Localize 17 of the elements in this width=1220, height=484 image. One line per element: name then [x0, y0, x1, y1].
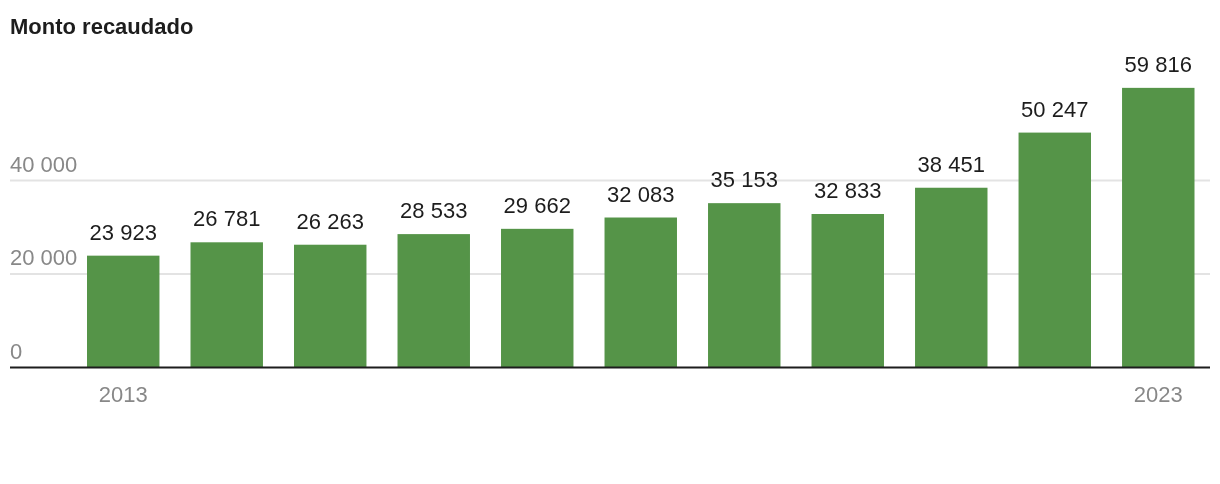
data-label: 29 662	[503, 192, 571, 218]
data-label: 59 816	[1124, 51, 1192, 77]
data-label: 32 833	[814, 178, 882, 204]
x-tick-label: 2013	[98, 382, 148, 407]
data-label: 26 781	[193, 206, 261, 232]
data-label: 38 451	[917, 151, 985, 177]
data-label: 28 533	[400, 198, 468, 224]
x-tick-label: 2023	[1133, 382, 1183, 407]
data-label: 35 153	[710, 167, 778, 193]
y-tick-label: 0	[10, 338, 23, 364]
chart-title: Monto recaudado	[10, 14, 194, 39]
y-tick-label: 20 000	[10, 245, 78, 270]
data-label: 50 247	[1021, 96, 1089, 122]
data-label: 32 083	[607, 181, 675, 207]
data-label: 23 923	[89, 219, 157, 245]
y-tick-label: 40 000	[10, 151, 78, 177]
data-label: 26 263	[296, 208, 364, 234]
